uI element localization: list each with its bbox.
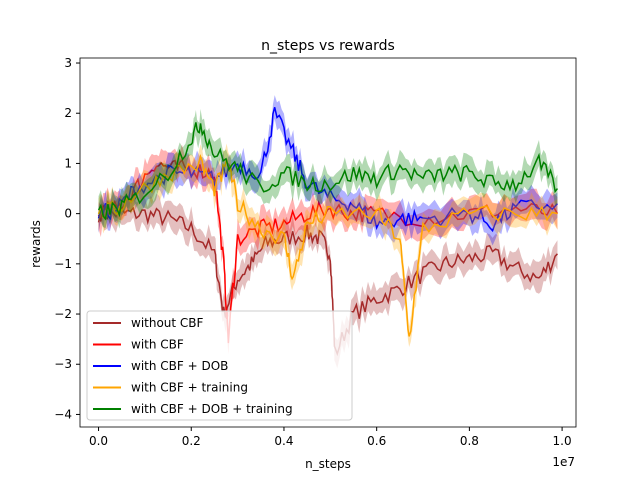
y-tick-label: 2 [64,106,72,120]
chart-title: n_steps vs rewards [261,38,395,54]
legend-label-4: with CBF + DOB + training [131,402,293,416]
x-offset-label: 1e7 [552,455,575,469]
y-axis-label: rewards [29,220,43,268]
legend-label-1: with CBF [131,338,184,352]
series-band-3 [98,143,558,348]
y-tick-label: 3 [64,56,72,70]
series-band-1 [98,144,558,355]
x-tick-label: 0.2 [182,434,201,448]
x-tick-label: 1.0 [553,434,572,448]
plot-area [97,95,559,369]
y-tick-label: −1 [54,257,72,271]
y-tick-label: −3 [54,357,72,371]
legend-box [86,310,353,421]
y-tick-label: 1 [64,156,72,170]
y-tick-label: −2 [54,307,72,321]
series-line-0 [97,206,558,357]
legend-label-0: without CBF [131,316,204,330]
x-axis-label: n_steps [305,457,351,471]
series-line-1 [97,158,559,344]
series-line-4 [97,122,559,221]
axes: 0.0 0.2 0.4 0.6 0.8 1.0 −4 −3 −2 −1 0 1 2 3 [54,56,577,448]
y-tick-label: 0 [64,207,72,221]
legend-label-3: with CBF + training [131,381,248,395]
series-band-2 [98,95,558,246]
x-tick-label: 0.8 [460,434,479,448]
y-tick-label: −4 [54,407,72,421]
axes-frame [79,57,577,428]
series-band-4 [98,108,558,229]
series-line-2 [97,107,559,233]
x-tick-label: 0.6 [367,434,386,448]
x-tick-label: 0.0 [89,434,108,448]
legend-label-2: with CBF + DOB [131,359,228,373]
series-line-3 [97,154,558,337]
x-tick-label: 0.4 [274,434,293,448]
legend: without CBF with CBF with CBF + DOB with CB… [86,310,353,421]
